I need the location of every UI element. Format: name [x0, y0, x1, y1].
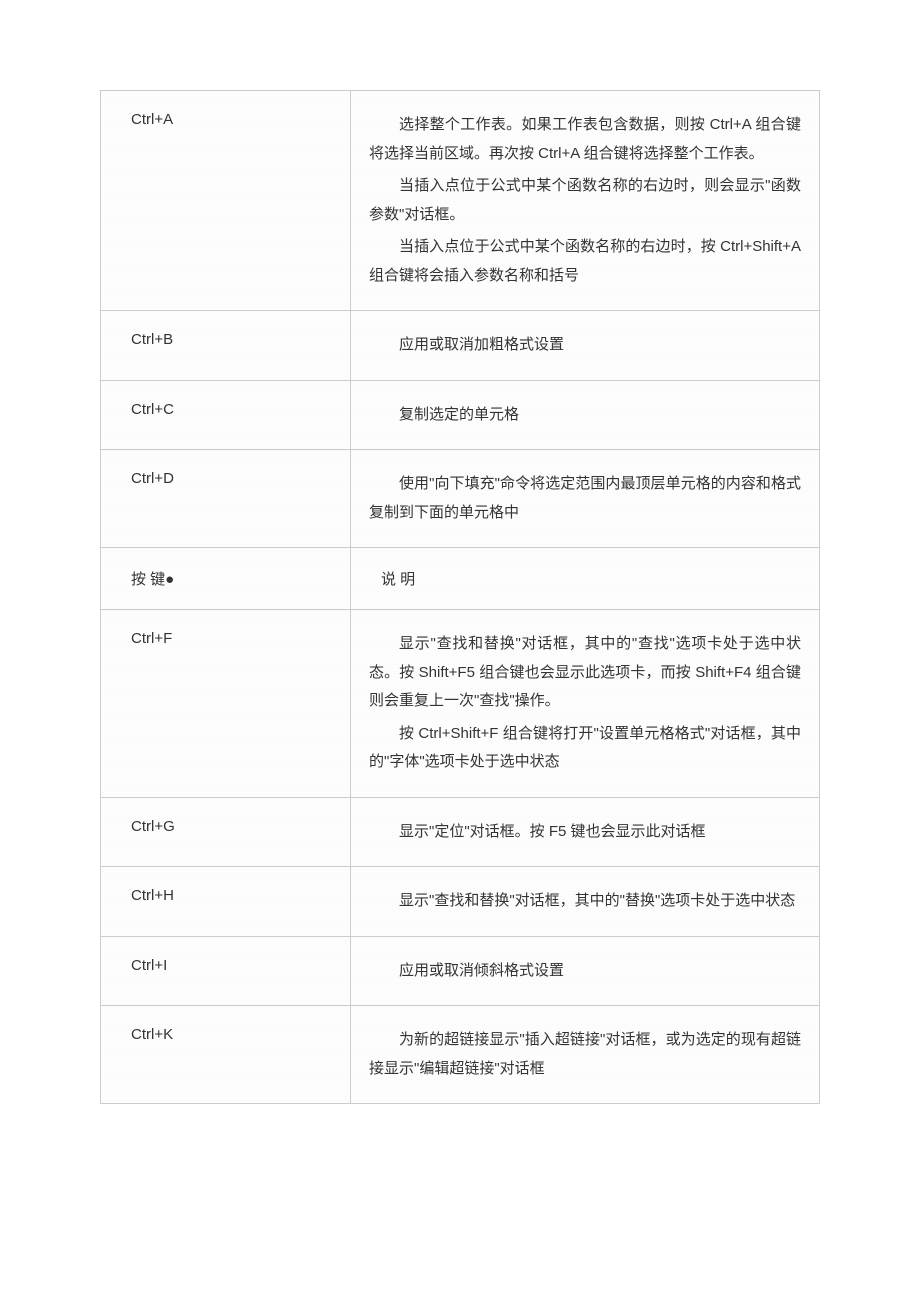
desc-paragraph: 使用"向下填充"命令将选定范围内最顶层单元格的内容和格式复制到下面的单元格中	[369, 470, 801, 527]
shortcut-key-cell: Ctrl+A	[101, 91, 351, 311]
shortcut-key: Ctrl+H	[131, 887, 174, 904]
shortcut-key: Ctrl+D	[131, 470, 174, 487]
shortcut-desc-cell: 应用或取消加粗格式设置	[351, 311, 820, 381]
header-key-cell: 按 键●	[101, 548, 351, 610]
shortcut-key: Ctrl+F	[131, 630, 172, 647]
table-row: Ctrl+G 显示"定位"对话框。按 F5 键也会显示此对话框	[101, 797, 820, 867]
table-row: Ctrl+A 选择整个工作表。如果工作表包含数据，则按 Ctrl+A 组合键将选…	[101, 91, 820, 311]
desc-paragraph: 显示"查找和替换"对话框，其中的"查找"选项卡处于选中状态。按 Shift+F5…	[369, 630, 801, 716]
shortcut-key-cell: Ctrl+K	[101, 1006, 351, 1104]
shortcut-desc-cell: 显示"查找和替换"对话框，其中的"查找"选项卡处于选中状态。按 Shift+F5…	[351, 610, 820, 798]
shortcut-key-cell: Ctrl+B	[101, 311, 351, 381]
shortcut-key: Ctrl+C	[131, 401, 174, 418]
header-desc-cell: 说 明	[351, 548, 820, 610]
shortcut-key-cell: Ctrl+H	[101, 867, 351, 937]
shortcut-desc-cell: 复制选定的单元格	[351, 380, 820, 450]
shortcut-desc-cell: 显示"查找和替换"对话框，其中的"替换"选项卡处于选中状态	[351, 867, 820, 937]
shortcut-desc-cell: 显示"定位"对话框。按 F5 键也会显示此对话框	[351, 797, 820, 867]
desc-paragraph: 复制选定的单元格	[369, 401, 801, 430]
shortcut-key-cell: Ctrl+D	[101, 450, 351, 548]
header-key-label: 按 键●	[131, 571, 174, 588]
shortcut-desc-cell: 选择整个工作表。如果工作表包含数据，则按 Ctrl+A 组合键将选择当前区域。再…	[351, 91, 820, 311]
table-row: Ctrl+D 使用"向下填充"命令将选定范围内最顶层单元格的内容和格式复制到下面…	[101, 450, 820, 548]
desc-paragraph: 为新的超链接显示"插入超链接"对话框，或为选定的现有超链接显示"编辑超链接"对话…	[369, 1026, 801, 1083]
shortcut-key-cell: Ctrl+C	[101, 380, 351, 450]
shortcut-key: Ctrl+B	[131, 331, 173, 348]
desc-paragraph: 显示"定位"对话框。按 F5 键也会显示此对话框	[369, 818, 801, 847]
shortcut-key: Ctrl+G	[131, 818, 175, 835]
shortcut-key: Ctrl+K	[131, 1026, 173, 1043]
shortcut-key-cell: Ctrl+I	[101, 936, 351, 1006]
desc-paragraph: 当插入点位于公式中某个函数名称的右边时，则会显示"函数参数"对话框。	[369, 172, 801, 229]
shortcut-key-cell: Ctrl+G	[101, 797, 351, 867]
desc-paragraph: 选择整个工作表。如果工作表包含数据，则按 Ctrl+A 组合键将选择当前区域。再…	[369, 111, 801, 168]
desc-paragraph: 按 Ctrl+Shift+F 组合键将打开"设置单元格格式"对话框，其中的"字体…	[369, 720, 801, 777]
shortcut-key: Ctrl+I	[131, 957, 167, 974]
table-row: Ctrl+F 显示"查找和替换"对话框，其中的"查找"选项卡处于选中状态。按 S…	[101, 610, 820, 798]
shortcut-desc-cell: 应用或取消倾斜格式设置	[351, 936, 820, 1006]
table-row: Ctrl+I 应用或取消倾斜格式设置	[101, 936, 820, 1006]
table-header-row: 按 键● 说 明	[101, 548, 820, 610]
shortcut-desc-cell: 使用"向下填充"命令将选定范围内最顶层单元格的内容和格式复制到下面的单元格中	[351, 450, 820, 548]
shortcuts-table-1: Ctrl+A 选择整个工作表。如果工作表包含数据，则按 Ctrl+A 组合键将选…	[100, 90, 820, 1104]
table-row: Ctrl+K 为新的超链接显示"插入超链接"对话框，或为选定的现有超链接显示"编…	[101, 1006, 820, 1104]
table-row: Ctrl+B 应用或取消加粗格式设置	[101, 311, 820, 381]
desc-paragraph: 当插入点位于公式中某个函数名称的右边时，按 Ctrl+Shift+A 组合键将会…	[369, 233, 801, 290]
shortcut-key-cell: Ctrl+F	[101, 610, 351, 798]
table-row: Ctrl+H 显示"查找和替换"对话框，其中的"替换"选项卡处于选中状态	[101, 867, 820, 937]
desc-paragraph: 显示"查找和替换"对话框，其中的"替换"选项卡处于选中状态	[369, 887, 801, 916]
desc-paragraph: 应用或取消倾斜格式设置	[369, 957, 801, 986]
desc-paragraph: 应用或取消加粗格式设置	[369, 331, 801, 360]
shortcut-desc-cell: 为新的超链接显示"插入超链接"对话框，或为选定的现有超链接显示"编辑超链接"对话…	[351, 1006, 820, 1104]
shortcut-key: Ctrl+A	[131, 111, 173, 128]
table-row: Ctrl+C 复制选定的单元格	[101, 380, 820, 450]
header-desc-label: 说 明	[381, 571, 415, 588]
